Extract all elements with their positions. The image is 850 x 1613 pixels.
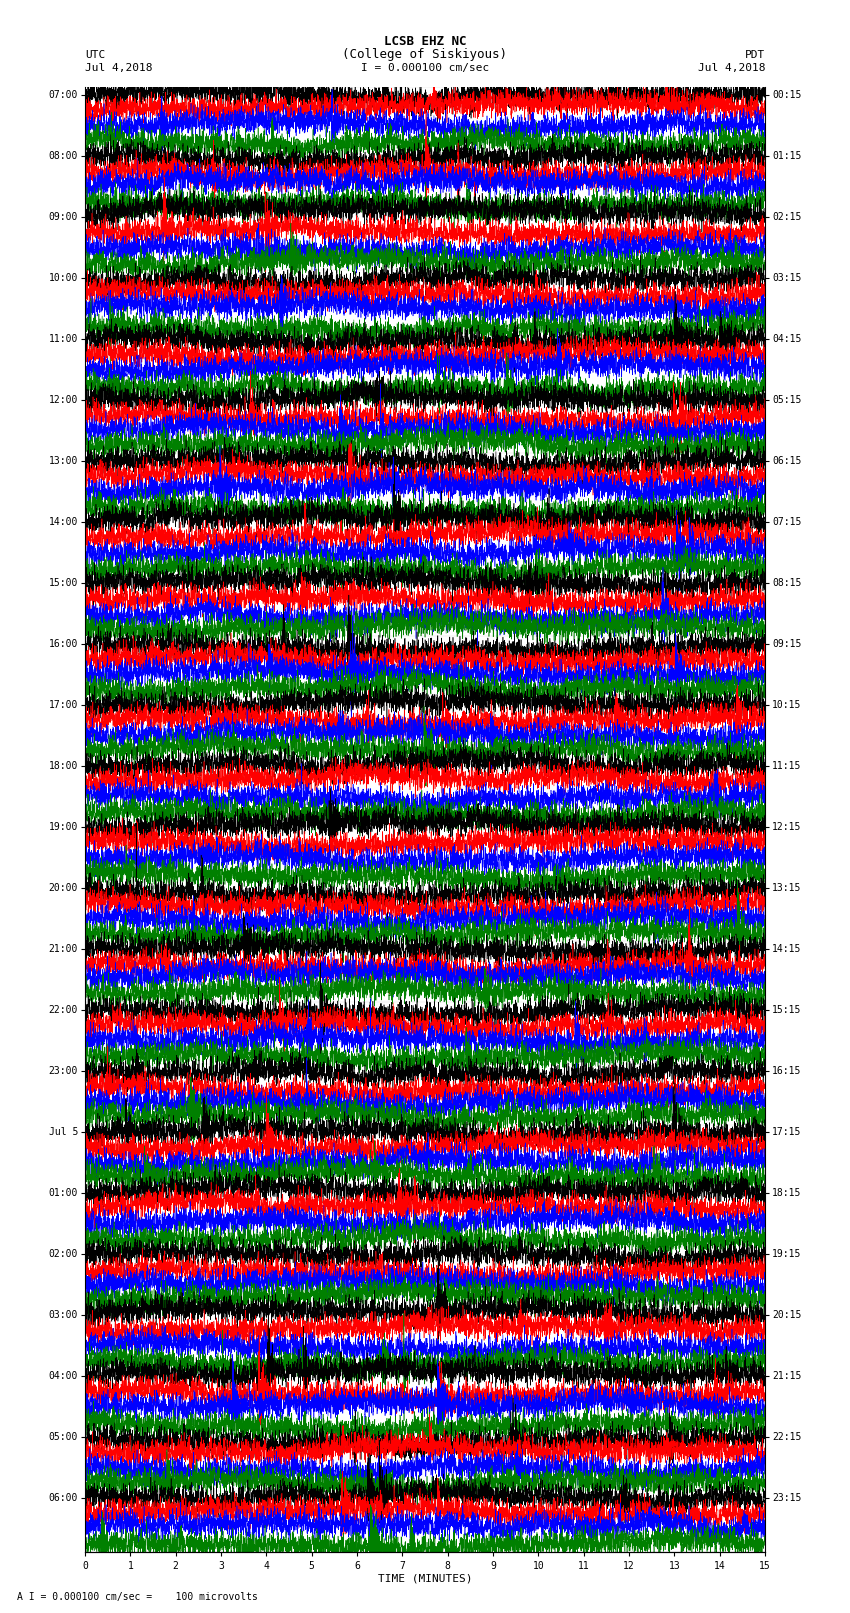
Text: (College of Siskiyous): (College of Siskiyous) [343, 48, 507, 61]
Text: Jul 4,2018: Jul 4,2018 [698, 63, 765, 73]
Text: PDT: PDT [745, 50, 765, 60]
X-axis label: TIME (MINUTES): TIME (MINUTES) [377, 1574, 473, 1584]
Text: A I = 0.000100 cm/sec =    100 microvolts: A I = 0.000100 cm/sec = 100 microvolts [17, 1592, 258, 1602]
Text: I = 0.000100 cm/sec: I = 0.000100 cm/sec [361, 63, 489, 73]
Text: LCSB EHZ NC: LCSB EHZ NC [383, 35, 467, 48]
Text: UTC: UTC [85, 50, 105, 60]
Text: Jul 4,2018: Jul 4,2018 [85, 63, 152, 73]
